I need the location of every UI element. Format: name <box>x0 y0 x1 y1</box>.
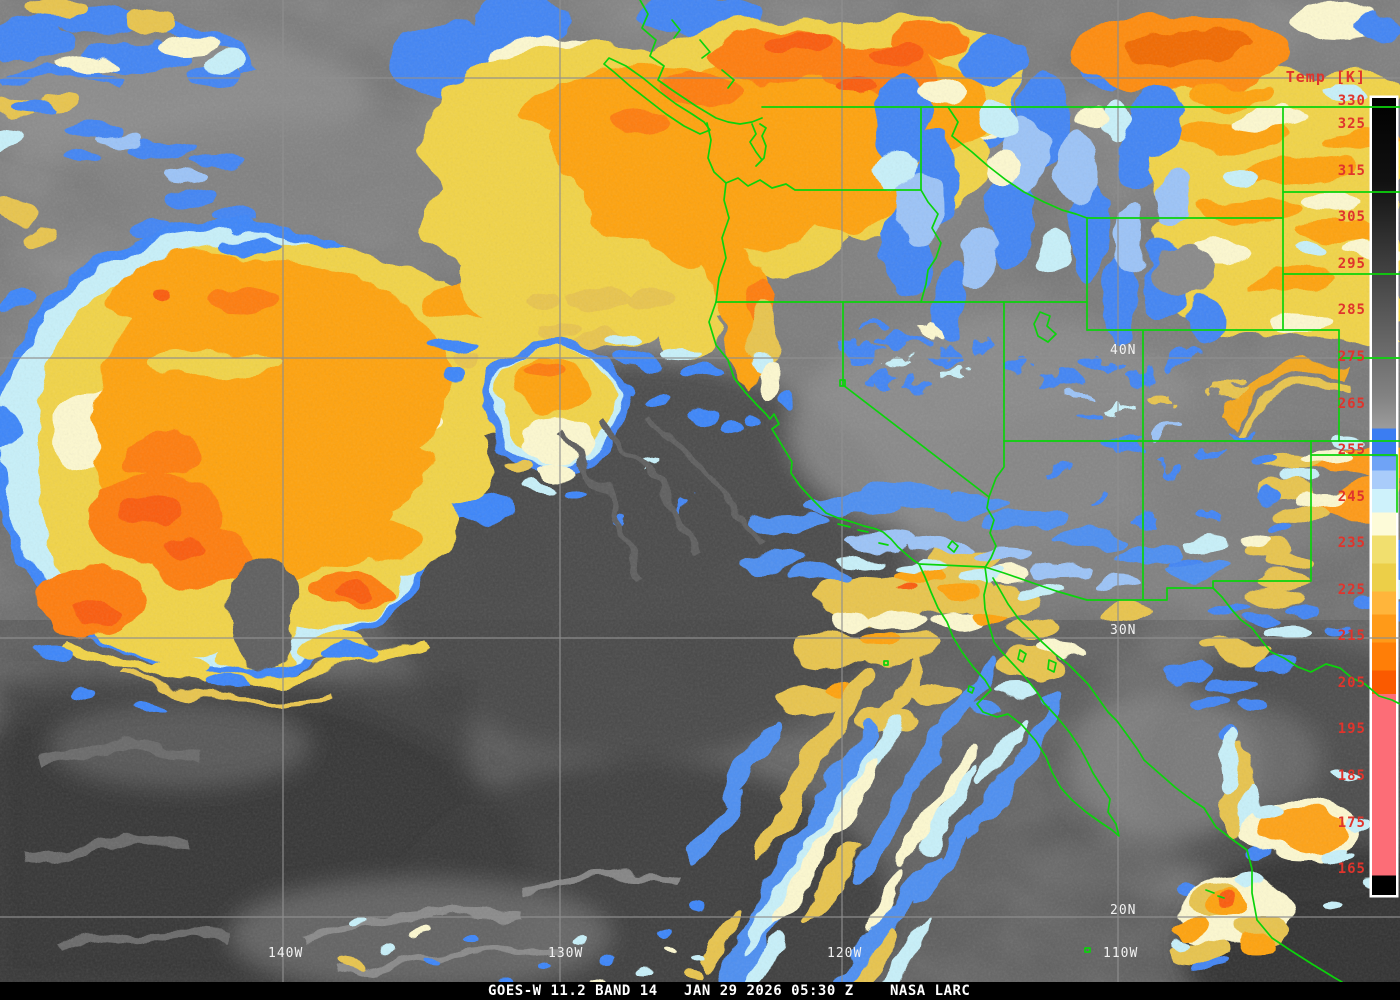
scale-tick-label: 255 <box>1337 442 1366 458</box>
state-border-id-mt <box>947 106 1088 219</box>
scale-tick-label: 235 <box>1337 535 1366 551</box>
salton-sea-outline <box>947 540 959 553</box>
scale-tick-label: 265 <box>1337 396 1366 412</box>
tres-marias-islands-mark <box>1205 889 1225 899</box>
scale-tick-label: 285 <box>1337 302 1366 318</box>
product-label: GOES-W 11.2 BAND 14 <box>488 983 658 999</box>
british-columbia-coastline <box>639 0 763 125</box>
great-salt-lake-outline <box>1033 311 1057 343</box>
scale-tick-label: 185 <box>1337 768 1366 784</box>
scale-tick-label: 205 <box>1337 675 1366 691</box>
us-mexico-border <box>918 563 1400 705</box>
state-border-ok-tx <box>1310 454 1398 513</box>
map-border-overlay <box>603 0 1400 982</box>
puget-sound-outline <box>749 123 767 167</box>
socorro-island-mark <box>1084 947 1091 953</box>
latitude-label-20n: 20N <box>1110 903 1137 918</box>
latitude-label-40n: 40N <box>1110 343 1137 358</box>
vancouver-island-outline <box>603 57 711 135</box>
scale-tick-label: 305 <box>1337 209 1366 225</box>
scale-tick-label: 165 <box>1337 861 1366 877</box>
pacific-coastline <box>706 122 1120 837</box>
temperature-scale-title: Temp [K] <box>1285 68 1366 86</box>
state-border-ca-nv <box>842 301 997 567</box>
cedros-island-mark <box>967 685 975 694</box>
longitude-label-140w: 140W <box>268 946 304 961</box>
scale-tick-label: 275 <box>1337 349 1366 365</box>
scale-tick-label: 295 <box>1337 256 1366 272</box>
credit-label: NASA LARC <box>890 983 971 999</box>
state-border-nv-az <box>988 440 1005 498</box>
longitude-label-130w: 130W <box>548 946 584 961</box>
longitude-label-120w: 120W <box>827 946 863 961</box>
image-caption-bar: GOES-W 11.2 BAND 14 JAN 29 2026 05:30 Z … <box>0 982 1400 1000</box>
scale-tick-label: 245 <box>1337 489 1366 505</box>
scale-tick-label: 225 <box>1337 582 1366 598</box>
timestamp-label: JAN 29 2026 05:30 Z <box>684 983 854 999</box>
scale-tick-label: 175 <box>1337 815 1366 831</box>
bc-fjord-marks <box>671 19 735 89</box>
temperature-colorbar <box>1369 95 1399 898</box>
gulf-islands-marks <box>1017 649 1057 673</box>
mexico-mainland-coastline <box>992 577 1343 982</box>
state-border-or-id <box>920 189 942 303</box>
scale-tick-label: 330 <box>1337 93 1366 109</box>
channel-islands-marks <box>837 523 889 546</box>
scale-tick-label: 215 <box>1337 628 1366 644</box>
state-border-nm-tx <box>1212 440 1312 589</box>
guadalupe-island-mark <box>883 660 889 666</box>
longitude-label-110w: 110W <box>1103 946 1139 961</box>
state-border-wa-or <box>725 177 922 191</box>
scale-tick-label: 315 <box>1337 163 1366 179</box>
lake-tahoe-outline <box>839 379 846 387</box>
scale-tick-label: 195 <box>1337 721 1366 737</box>
scale-tick-label: 325 <box>1337 116 1366 132</box>
latitude-label-30n: 30N <box>1110 623 1137 638</box>
